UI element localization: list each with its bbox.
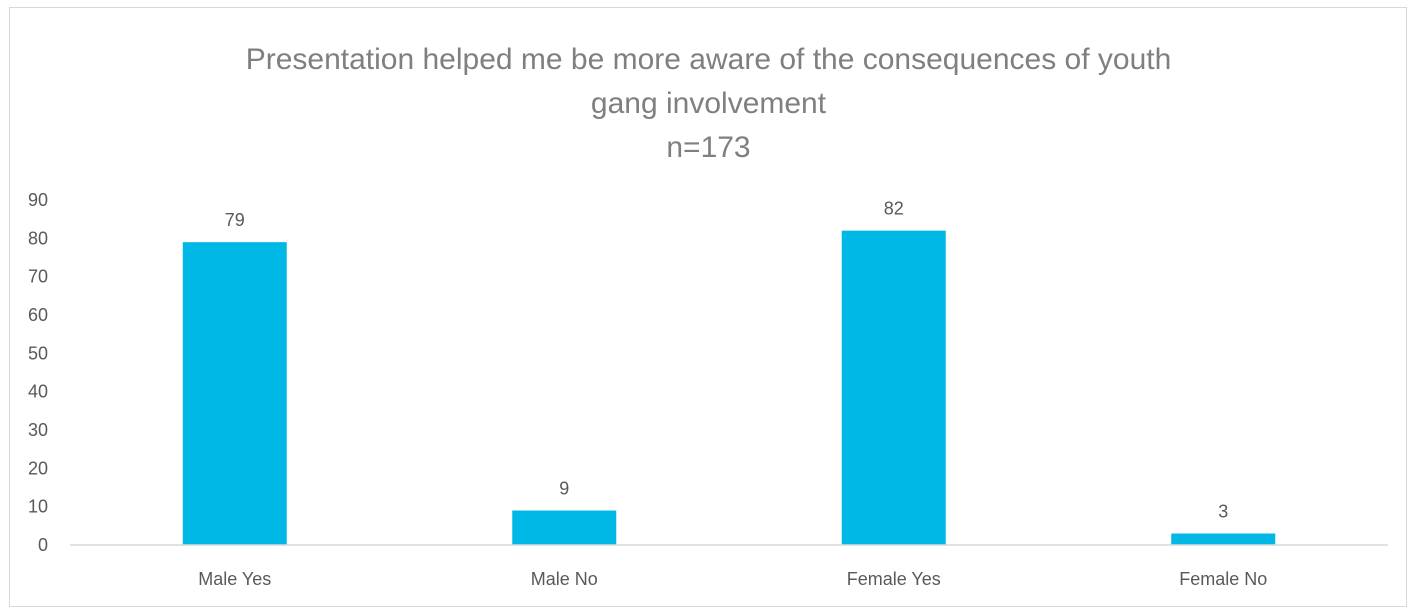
- chart-title-line-2: gang involvement: [590, 87, 827, 120]
- y-tick-label: 80: [28, 228, 48, 248]
- chart-title: Presentation helped me be more aware of …: [0, 38, 1417, 170]
- bar-female-no: [1171, 533, 1276, 545]
- chart-title-line-3: n=173: [666, 131, 751, 164]
- data-label: 82: [884, 199, 904, 219]
- y-tick-label: 10: [28, 497, 48, 517]
- x-category-label: Male Yes: [198, 569, 271, 589]
- y-tick-label: 20: [28, 458, 48, 478]
- y-axis-tick-labels: 0 10 20 30 40 50 60 70 80 90: [28, 190, 48, 555]
- bar-male-yes: [182, 242, 287, 545]
- data-label: 3: [1218, 502, 1228, 522]
- data-label: 9: [559, 479, 569, 499]
- bar-series: [182, 230, 1276, 545]
- y-tick-label: 0: [38, 535, 48, 555]
- x-axis-tick-labels: Male Yes Male No Female Yes Female No: [198, 569, 1267, 589]
- x-category-label: Male No: [531, 569, 598, 589]
- y-tick-label: 30: [28, 420, 48, 440]
- chart-title-line-1: Presentation helped me be more aware of …: [245, 43, 1172, 76]
- x-category-label: Female Yes: [847, 569, 941, 589]
- y-tick-label: 70: [28, 267, 48, 287]
- bar-female-yes: [841, 230, 946, 545]
- y-tick-label: 90: [28, 190, 48, 210]
- y-tick-label: 40: [28, 382, 48, 402]
- data-labels: 79 9 82 3: [225, 199, 1229, 522]
- x-category-label: Female No: [1179, 569, 1267, 589]
- data-label: 79: [225, 210, 245, 230]
- bar-male-no: [512, 510, 617, 545]
- y-tick-label: 50: [28, 343, 48, 363]
- y-tick-label: 60: [28, 305, 48, 325]
